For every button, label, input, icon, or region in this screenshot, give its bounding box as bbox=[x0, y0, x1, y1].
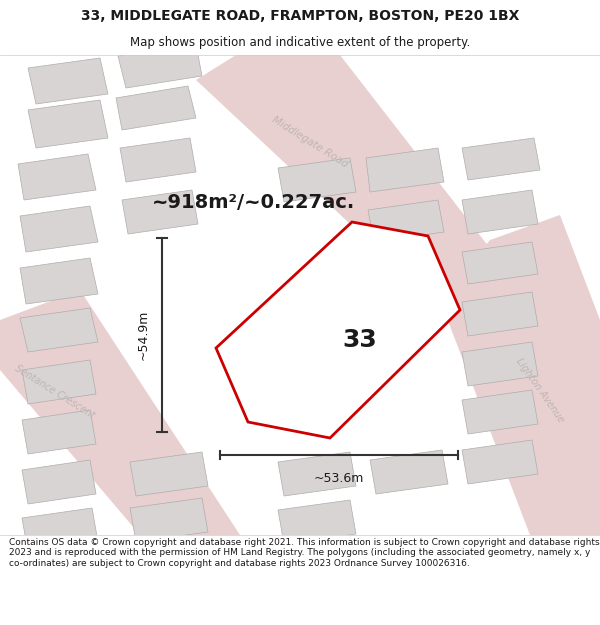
Polygon shape bbox=[278, 500, 356, 544]
Polygon shape bbox=[120, 138, 196, 182]
Polygon shape bbox=[196, 55, 600, 420]
Polygon shape bbox=[278, 158, 356, 202]
Polygon shape bbox=[22, 508, 98, 552]
Polygon shape bbox=[462, 342, 538, 386]
Polygon shape bbox=[440, 215, 600, 535]
Polygon shape bbox=[216, 222, 460, 438]
Polygon shape bbox=[0, 290, 240, 535]
Polygon shape bbox=[22, 410, 96, 454]
Polygon shape bbox=[20, 206, 98, 252]
Polygon shape bbox=[462, 292, 538, 336]
Text: Middlegate Road: Middlegate Road bbox=[270, 114, 350, 169]
Polygon shape bbox=[28, 58, 108, 104]
Polygon shape bbox=[130, 452, 208, 496]
Polygon shape bbox=[366, 148, 444, 192]
Polygon shape bbox=[462, 190, 538, 234]
Polygon shape bbox=[22, 460, 96, 504]
Polygon shape bbox=[278, 452, 356, 496]
Polygon shape bbox=[122, 190, 198, 234]
Polygon shape bbox=[368, 200, 444, 242]
Polygon shape bbox=[130, 498, 208, 542]
Text: Map shows position and indicative extent of the property.: Map shows position and indicative extent… bbox=[130, 36, 470, 49]
Text: 33: 33 bbox=[343, 328, 377, 352]
Text: Lighton Avenue: Lighton Avenue bbox=[514, 356, 566, 424]
Polygon shape bbox=[20, 308, 98, 352]
Polygon shape bbox=[28, 100, 108, 148]
Text: ~54.9m: ~54.9m bbox=[136, 310, 149, 360]
Text: Sentance Crescent: Sentance Crescent bbox=[13, 363, 97, 421]
Polygon shape bbox=[370, 450, 448, 494]
Polygon shape bbox=[116, 86, 196, 130]
Polygon shape bbox=[22, 360, 96, 404]
Text: ~53.6m: ~53.6m bbox=[314, 472, 364, 486]
Polygon shape bbox=[18, 154, 96, 200]
Text: 33, MIDDLEGATE ROAD, FRAMPTON, BOSTON, PE20 1BX: 33, MIDDLEGATE ROAD, FRAMPTON, BOSTON, P… bbox=[81, 9, 519, 24]
Polygon shape bbox=[20, 258, 98, 304]
Text: Contains OS data © Crown copyright and database right 2021. This information is : Contains OS data © Crown copyright and d… bbox=[9, 538, 599, 568]
Polygon shape bbox=[118, 44, 202, 88]
Polygon shape bbox=[462, 390, 538, 434]
Polygon shape bbox=[462, 440, 538, 484]
Polygon shape bbox=[462, 138, 540, 180]
Polygon shape bbox=[462, 242, 538, 284]
Text: ~918m²/~0.227ac.: ~918m²/~0.227ac. bbox=[152, 192, 355, 211]
